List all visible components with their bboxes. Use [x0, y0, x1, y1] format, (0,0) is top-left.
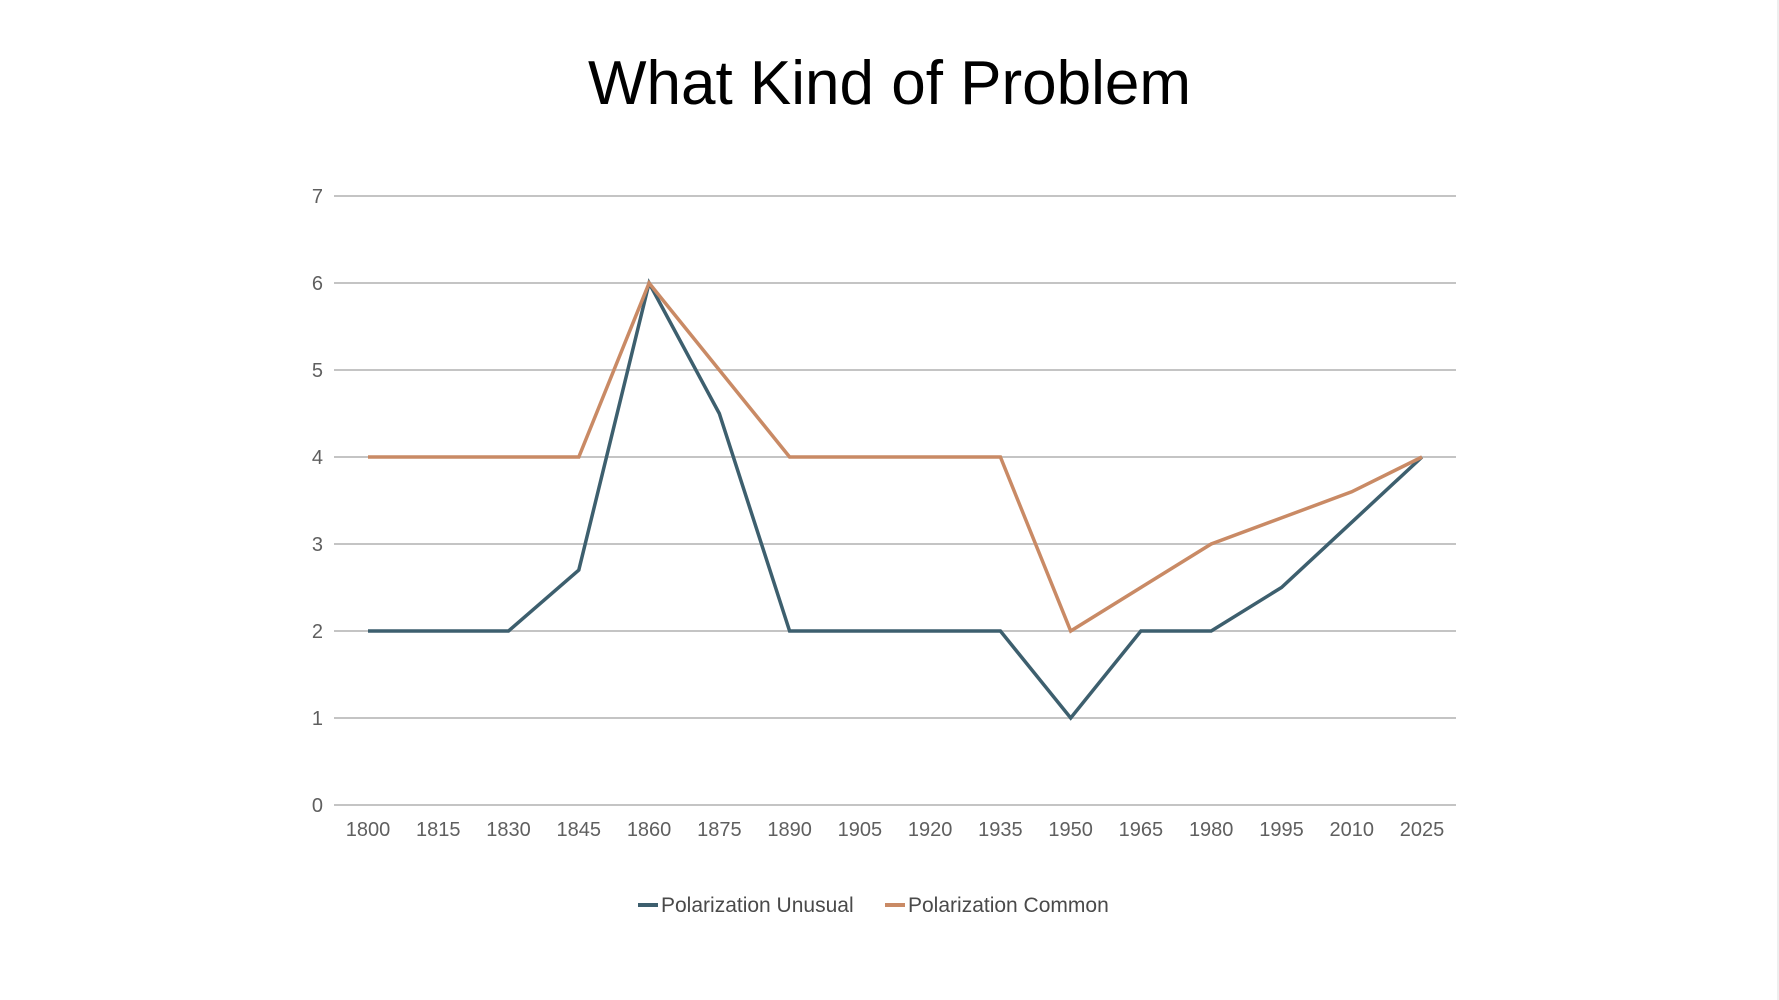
legend: Polarization Unusual Polarization Common [638, 894, 1109, 917]
x-tick-label: 1905 [838, 819, 883, 841]
x-tick-label: 1965 [1119, 819, 1164, 841]
x-tick-label: 1980 [1189, 819, 1234, 841]
y-tick-label: 0 [312, 795, 323, 817]
x-tick-label: 1875 [697, 819, 742, 841]
x-tick-label: 1800 [346, 819, 391, 841]
y-tick-label: 4 [312, 447, 323, 469]
x-tick-label: 1950 [1048, 819, 1093, 841]
x-tick-label: 1890 [767, 819, 812, 841]
y-tick-label: 5 [312, 360, 323, 382]
y-tick-label: 6 [312, 273, 323, 295]
x-tick-label: 1845 [557, 819, 602, 841]
gridlines [334, 195, 1456, 806]
x-tick-label: 1860 [627, 819, 672, 841]
series-line-2 [368, 279, 1423, 634]
x-tick-label: 2010 [1329, 819, 1374, 841]
y-tick-label: 1 [312, 708, 323, 730]
y-tick-label: 2 [312, 621, 323, 643]
x-tick-label: 1920 [908, 819, 953, 841]
x-axis-ticks: 1800 1815 1830 1845 1860 1875 1890 1905 1920 1935… [346, 819, 1445, 841]
series-line-1 [368, 278, 1424, 721]
slide-title: What Kind of Problem [587, 49, 1192, 118]
y-tick-label: 7 [312, 186, 323, 208]
legend-label-2: Polarization Common [908, 894, 1109, 917]
x-tick-label: 2025 [1400, 819, 1445, 841]
series-lines [368, 278, 1424, 721]
x-tick-label: 1815 [416, 819, 461, 841]
x-tick-label: 1995 [1259, 819, 1304, 841]
legend-label-1: Polarization Unusual [661, 894, 854, 917]
y-axis-ticks: 0 1 2 3 4 5 6 7 [312, 186, 323, 817]
x-tick-label: 1830 [486, 819, 531, 841]
y-tick-label: 3 [312, 534, 323, 556]
x-tick-label: 1935 [978, 819, 1023, 841]
